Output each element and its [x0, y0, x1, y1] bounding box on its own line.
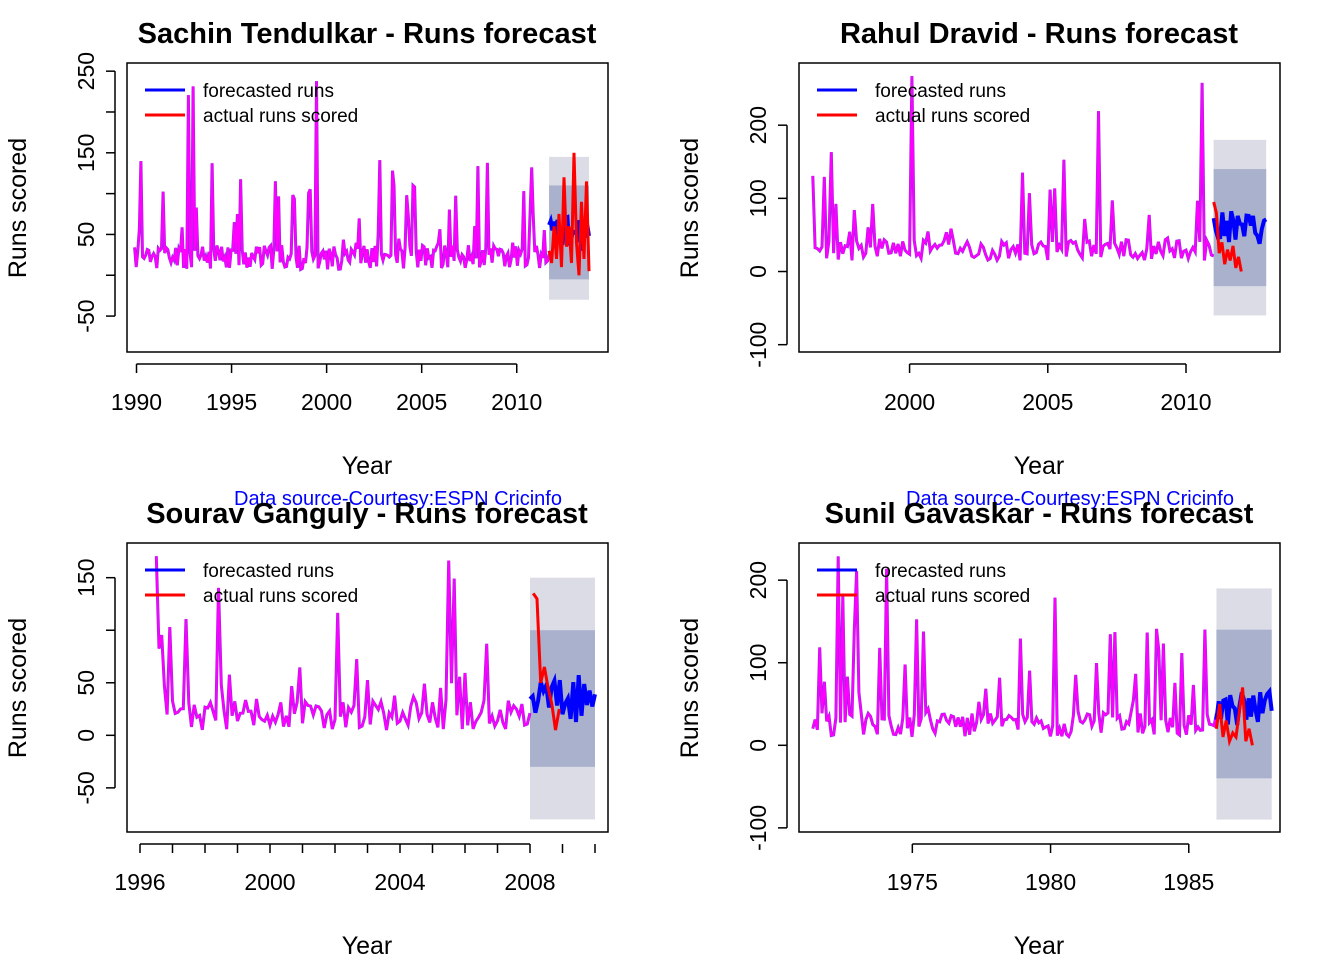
y-tick-label: 0 — [745, 265, 771, 278]
y-tick-label: 50 — [73, 670, 99, 696]
plot-frame — [126, 62, 609, 353]
legend-label-forecast: forecasted runs — [875, 81, 1006, 102]
chart-panel-4: Sunil Gavaskar - Runs forecast 1975 1980 19… — [676, 498, 1281, 960]
actual-line — [531, 592, 561, 731]
y-axis-label: Runs scored — [676, 618, 704, 758]
chart-title: Sourav Ganguly - Runs forecast — [146, 498, 588, 530]
history-line — [133, 81, 551, 272]
x-tick-label: 1995 — [206, 389, 257, 415]
forecast-line — [1211, 210, 1268, 245]
y-tick-label: 150 — [73, 558, 99, 596]
legend-label-actual: actual runs scored — [203, 106, 358, 127]
actual-line — [547, 152, 591, 276]
history-line — [811, 556, 1218, 739]
legend-label-forecast: forecasted runs — [203, 561, 334, 582]
chart-title: Sunil Gavaskar - Runs forecast — [825, 498, 1254, 530]
history-underlay-line — [811, 76, 1215, 264]
actual-line — [1212, 201, 1243, 272]
x-tick-label: 2008 — [504, 869, 555, 895]
legend-label-actual: actual runs scored — [875, 106, 1030, 127]
y-axis-label: Runs scored — [4, 618, 32, 758]
y-tick-label: 100 — [745, 179, 771, 217]
x-tick-label: 2000 — [301, 389, 352, 415]
x-axis-label: Year — [342, 932, 393, 960]
chart-title: Rahul Dravid - Runs forecast — [840, 18, 1238, 50]
y-axis-label: Runs scored — [676, 138, 704, 278]
y-tick-label: -100 — [745, 322, 771, 368]
x-tick-label: 2010 — [491, 389, 542, 415]
chart-title: Sachin Tendulkar - Runs forecast — [138, 18, 597, 50]
y-tick-label: 200 — [745, 106, 771, 144]
plot-frame — [126, 542, 609, 833]
x-tick-label: 2000 — [884, 389, 935, 415]
plot-frame — [798, 62, 1281, 353]
y-tick-label: -50 — [73, 299, 99, 332]
actual-line — [1214, 687, 1254, 747]
source-note: Data source-Courtesy:ESPN Cricinfo — [906, 488, 1234, 510]
y-tick-label: -100 — [745, 805, 771, 851]
y-tick-label: 200 — [745, 561, 771, 599]
y-tick-label: 150 — [73, 134, 99, 172]
y-tick-label: 0 — [73, 729, 99, 742]
y-tick-label: 0 — [745, 739, 771, 752]
x-axis-label: Year — [1014, 452, 1065, 480]
x-tick-label: 1996 — [114, 869, 165, 895]
x-axis-label: Year — [1014, 932, 1065, 960]
chart-panel-3: Sourav Ganguly - Runs forecast 1996 2000 20… — [4, 498, 609, 960]
plot-frame — [798, 542, 1281, 833]
legend-label-actual: actual runs scored — [875, 586, 1030, 607]
history-line — [155, 556, 531, 731]
x-tick-label: 2010 — [1160, 389, 1211, 415]
chart-panel-1: Sachin Tendulkar - Runs forecast 1990 1995… — [4, 18, 609, 510]
x-tick-label: 1985 — [1163, 869, 1214, 895]
x-tick-label: 2004 — [374, 869, 425, 895]
legend-label-forecast: forecasted runs — [203, 81, 334, 102]
y-tick-label: 250 — [73, 52, 99, 90]
y-tick-label: -50 — [73, 771, 99, 804]
source-note: Data source-Courtesy:ESPN Cricinfo — [234, 488, 562, 510]
x-tick-label: 1975 — [887, 869, 938, 895]
legend-label-actual: actual runs scored — [203, 586, 358, 607]
y-axis-label: Runs scored — [4, 138, 32, 278]
history-line — [811, 76, 1215, 263]
x-tick-label: 2005 — [1022, 389, 1073, 415]
x-tick-label: 1980 — [1025, 869, 1076, 895]
x-tick-label: 1990 — [111, 389, 162, 415]
x-axis-label: Year — [342, 452, 393, 480]
x-tick-label: 2000 — [244, 869, 295, 895]
y-tick-label: 50 — [73, 222, 99, 248]
x-tick-label: 2005 — [396, 389, 447, 415]
legend-label-forecast: forecasted runs — [875, 561, 1006, 582]
y-tick-label: 100 — [745, 644, 771, 682]
